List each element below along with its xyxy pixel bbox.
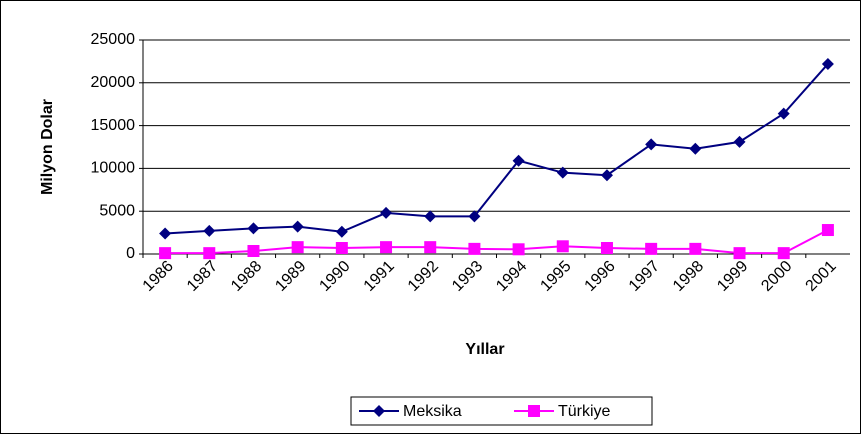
marker [556, 240, 569, 253]
marker [777, 107, 790, 120]
marker [468, 210, 481, 223]
y-tick-label: 20000 [91, 74, 136, 91]
marker [247, 245, 260, 258]
y-tick-label: 10000 [91, 160, 136, 177]
x-axis-label: Yıllar [465, 341, 504, 358]
marker [380, 241, 393, 254]
legend-marker [528, 405, 540, 417]
marker [733, 135, 746, 148]
marker [468, 242, 481, 255]
marker [335, 225, 348, 238]
marker [733, 247, 746, 260]
marker [821, 57, 834, 70]
legend-marker [373, 405, 385, 417]
legend-box [350, 396, 653, 426]
y-tick-label: 25000 [91, 31, 136, 48]
marker [424, 210, 437, 223]
y-tick-label: 5000 [99, 202, 135, 219]
marker [203, 224, 216, 237]
marker [291, 220, 304, 233]
legend-label: Türkiye [558, 403, 611, 420]
marker [203, 247, 216, 260]
marker [291, 241, 304, 254]
marker [556, 166, 569, 179]
marker [424, 241, 437, 254]
marker [335, 242, 348, 255]
marker [689, 242, 702, 255]
marker [600, 242, 613, 255]
series-line [165, 229, 829, 255]
marker [512, 154, 525, 167]
marker [645, 242, 658, 255]
marker [600, 169, 613, 182]
legend-label: Meksika [403, 403, 462, 420]
marker [159, 247, 172, 260]
y-tick-label: 15000 [91, 117, 136, 134]
y-tick-label: 0 [126, 245, 135, 262]
marker [689, 142, 702, 155]
marker [821, 224, 834, 237]
marker [645, 138, 658, 151]
marker [159, 227, 172, 240]
marker [380, 206, 393, 219]
marker [777, 247, 790, 260]
marker [247, 222, 260, 235]
series-line [165, 63, 829, 235]
y-axis-label: Milyon Dolar [39, 99, 56, 195]
marker [512, 243, 525, 256]
